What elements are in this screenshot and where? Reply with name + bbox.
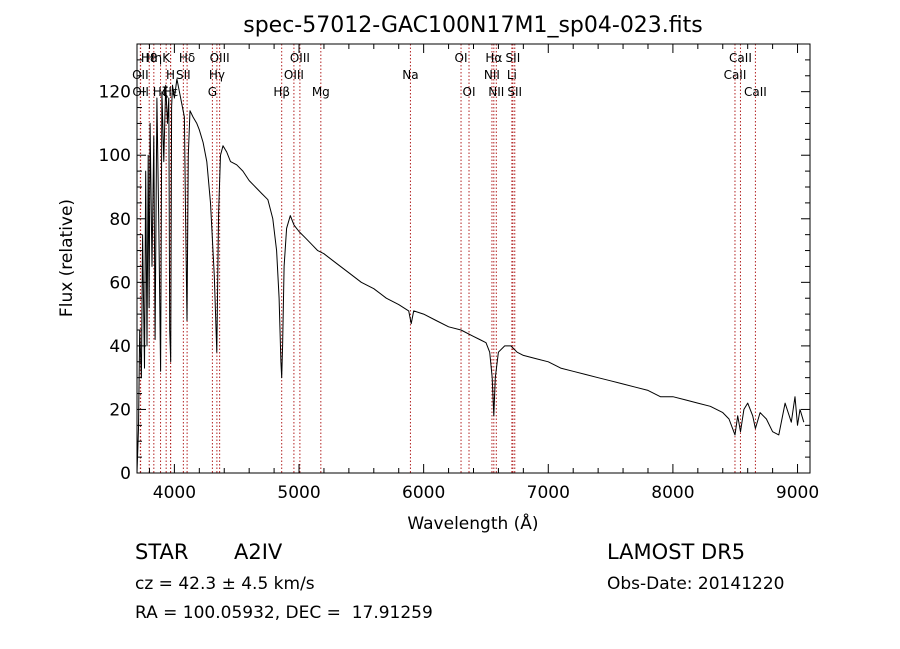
- object-class: STAR: [135, 540, 189, 564]
- line-label-NII: NII: [484, 68, 500, 82]
- x-tick-label: 4000: [153, 483, 196, 503]
- x-tick-label: 8000: [651, 483, 694, 503]
- line-label-SII: SII: [507, 85, 522, 99]
- survey-name: LAMOST DR5: [607, 540, 746, 564]
- line-label-Hγ: Hγ: [209, 68, 225, 82]
- line-label-OIII: OIII: [290, 51, 310, 65]
- line-label-OI: OI: [463, 85, 476, 99]
- x-tick-label: 5000: [277, 483, 320, 503]
- y-tick-label: 80: [109, 210, 131, 230]
- x-tick-label: 7000: [527, 483, 570, 503]
- line-label-OIII: OIII: [284, 68, 304, 82]
- line-label-H: H: [166, 68, 175, 82]
- y-tick-label: 60: [109, 273, 131, 293]
- x-tick-label: 9000: [776, 483, 819, 503]
- line-label-SII: SII: [506, 51, 521, 65]
- spectral-subclass: A2IV: [234, 540, 283, 564]
- plot-frame: [136, 43, 811, 474]
- y-tick-label: 20: [109, 400, 131, 420]
- y-tick-label: 100: [99, 146, 131, 166]
- redshift-velocity: cz = 42.3 ± 4.5 km/s: [135, 574, 315, 594]
- y-tick-label: 120: [99, 83, 131, 103]
- y-tick-label: 40: [109, 337, 131, 357]
- line-label-Hδ: Hδ: [179, 51, 195, 65]
- spectrum-series: [136, 78, 805, 474]
- line-label-NII: NII: [488, 85, 504, 99]
- x-tick-label: 6000: [402, 483, 445, 503]
- observation-date: Obs-Date: 20141220: [607, 574, 785, 594]
- line-label-SII: SII: [176, 68, 191, 82]
- line-label-OIII: OIII: [210, 51, 230, 65]
- line-label-Hβ: Hβ: [273, 85, 290, 99]
- line-label-Mg: Mg: [312, 85, 330, 99]
- axis-ticks: [137, 44, 810, 474]
- tick-labels: 4000 5000 6000 7000 8000 9000 0 20 40 60 80 100 120: [99, 83, 820, 503]
- line-label-CaII: CaII: [744, 85, 767, 99]
- line-label-OI: OI: [455, 51, 468, 65]
- spectral-line-labels: OIIOIIH8HηHζKHHεSIIHδGHγOIIIHβOIIIOIIIMg…: [132, 51, 767, 99]
- line-label-H8: H8: [141, 51, 158, 65]
- line-label-Hα: Hα: [485, 51, 502, 65]
- line-label-G: G: [208, 85, 217, 99]
- line-label-CaII: CaII: [729, 51, 752, 65]
- line-label-Na: Na: [402, 68, 418, 82]
- x-axis-label: Wavelength (Å): [407, 512, 538, 534]
- y-axis-label: Flux (relative): [57, 199, 77, 317]
- line-label-Hη: Hη: [146, 51, 163, 65]
- line-label-K: K: [162, 51, 171, 65]
- line-label-Li: Li: [507, 68, 517, 82]
- line-label-CaII: CaII: [724, 68, 747, 82]
- chart-title: spec-57012-GAC100N17M1_sp04-023.fits: [243, 13, 703, 38]
- line-label-OII: OII: [132, 68, 149, 82]
- line-label-Hζ: Hζ: [153, 85, 169, 99]
- sky-coordinates: RA = 100.05932, DEC = 17.91259: [135, 603, 433, 623]
- spectral-line-markers: [139, 44, 756, 473]
- y-tick-label: 0: [120, 464, 131, 484]
